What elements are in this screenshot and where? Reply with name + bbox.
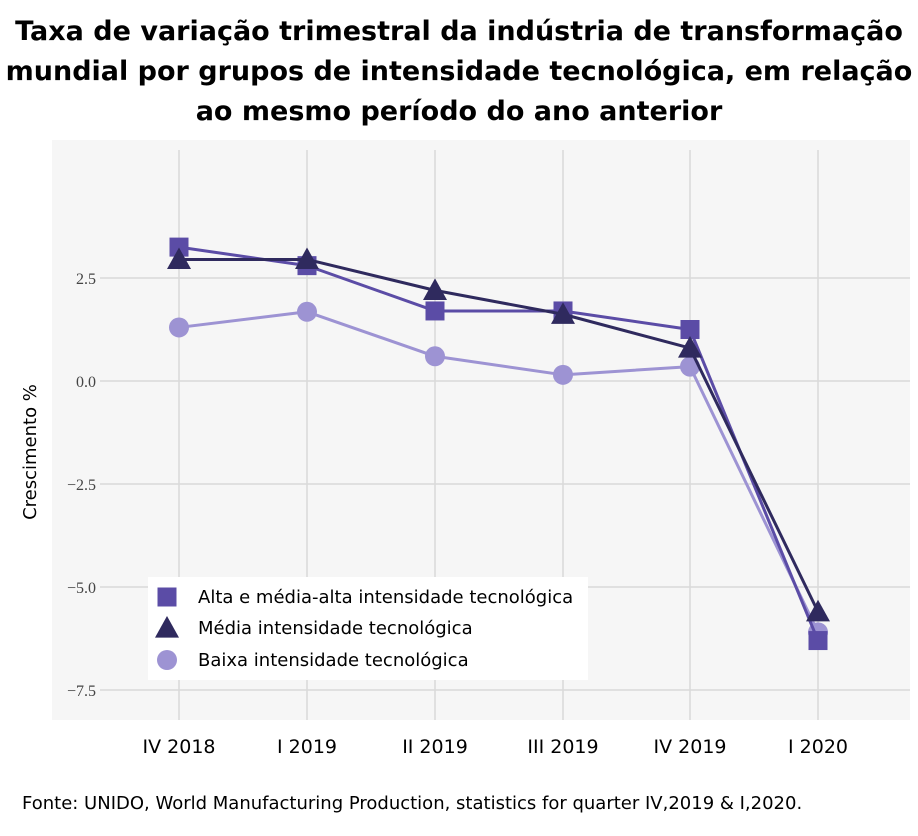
x-tick-label: IV 2018 [143,736,216,758]
legend-marker-circle [157,650,177,670]
data-point-triangle [295,247,319,270]
data-point-triangle [806,599,830,622]
legend-marker-triangle [155,616,179,638]
x-tick-label: III 2019 [527,736,598,758]
x-tick-label: IV 2019 [654,736,727,758]
chart-title: Taxa de variação trimestral da indústria… [0,12,918,132]
title-line: Taxa de variação trimestral da indústria… [15,16,903,47]
data-point-circle [425,346,445,367]
legend-marker-square [157,587,177,607]
x-axis-ticks: IV 2018 I 2019 II 2019 III 2019 IV 2019 I 202… [143,736,849,758]
source-note: Fonte: UNIDO, World Manufacturing Produc… [22,793,803,814]
y-tick-label: 2.5 [76,271,96,288]
data-point-square [425,301,445,321]
data-point-square [169,237,189,257]
y-tick-label: 0.0 [76,374,96,391]
data-point-circle [297,301,317,322]
data-point-square [808,631,828,651]
y-tick-label: −5.0 [67,580,96,597]
series-triangle [167,247,830,622]
y-tick-label: −2.5 [67,477,96,494]
legend-background [148,577,588,680]
series-line [179,257,820,613]
data-point-square [680,320,700,339]
data-point-triangle [551,302,575,324]
series-line [178,310,820,633]
x-tick-label: II 2019 [402,736,468,758]
series-layer [167,237,830,651]
title-line: ao mesmo período do ano anterior [195,96,723,127]
data-point-triangle [678,336,702,358]
x-tick-label: I 2020 [788,736,848,758]
data-point-circle [169,317,189,338]
x-tick-label: I 2019 [277,736,337,758]
data-point-circle [553,364,573,385]
data-point-triangle [167,247,191,270]
legend-label: Média intensidade tecnológica [198,618,473,639]
y-axis-ticks: 2.5 0.0 −2.5 −5.0 −7.5 [67,271,96,700]
title-line: mundial por grupos de intensidade tecnol… [5,56,913,87]
series-line [178,245,820,642]
legend-label: Alta e média-alta intensidade tecnológic… [198,587,573,608]
legend: Alta e média-alta intensidade tecnológic… [148,577,588,680]
data-point-triangle [423,278,447,300]
legend-label: Baixa intensidade tecnológica [198,650,469,671]
y-axis-label: Crescimento % [20,384,41,520]
y-tick-label: −7.5 [67,683,96,700]
